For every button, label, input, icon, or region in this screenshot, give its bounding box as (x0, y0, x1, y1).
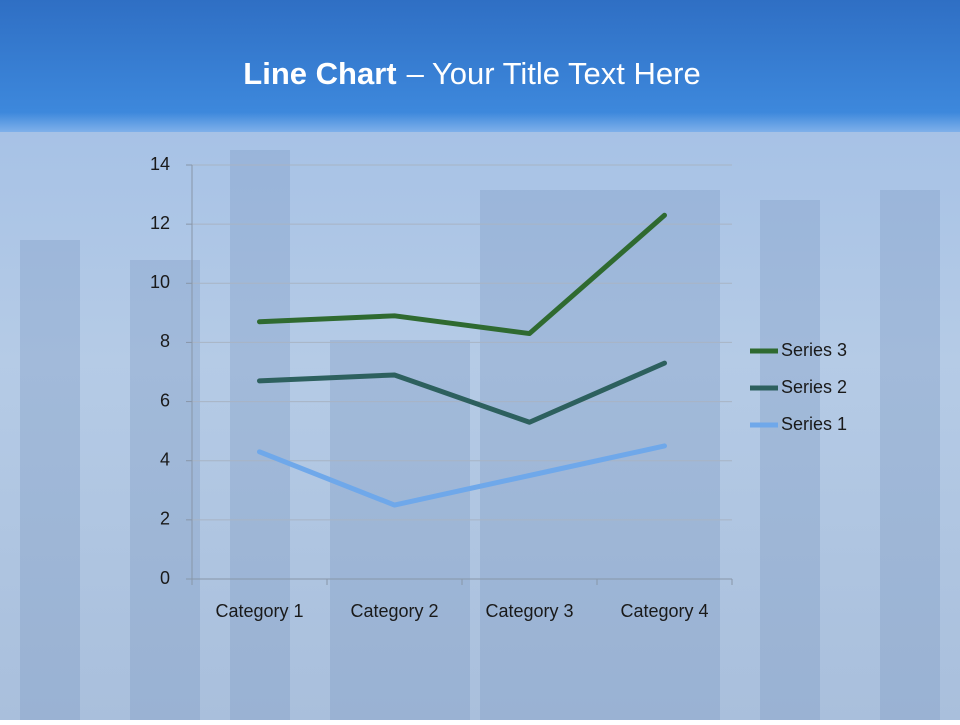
legend-label: Series 1 (781, 414, 847, 434)
background-towers (20, 150, 940, 720)
y-tick-label: 14 (150, 154, 170, 174)
y-tick-label: 4 (160, 449, 170, 469)
header-band (0, 0, 960, 132)
series-line (257, 212, 667, 337)
legend-label: Series 3 (781, 340, 847, 360)
y-tick-label: 8 (160, 331, 170, 351)
x-tick-label: Category 3 (485, 601, 573, 621)
legend-label: Series 2 (781, 377, 847, 397)
y-tick-label: 10 (150, 272, 170, 292)
slide-title: Line Chart – Your Title Text Here (243, 56, 700, 91)
series-line (257, 443, 667, 508)
y-tick-label: 0 (160, 568, 170, 588)
x-tick-label: Category 4 (620, 601, 708, 621)
title-lead: Line Chart (243, 56, 396, 91)
y-tick-label: 2 (160, 509, 170, 529)
x-tick-label: Category 1 (215, 601, 303, 621)
y-tick-label: 6 (160, 390, 170, 410)
title-rest: – Your Title Text Here (407, 56, 701, 91)
x-tick-label: Category 2 (350, 601, 438, 621)
series-line (257, 360, 667, 425)
y-tick-label: 12 (150, 213, 170, 233)
